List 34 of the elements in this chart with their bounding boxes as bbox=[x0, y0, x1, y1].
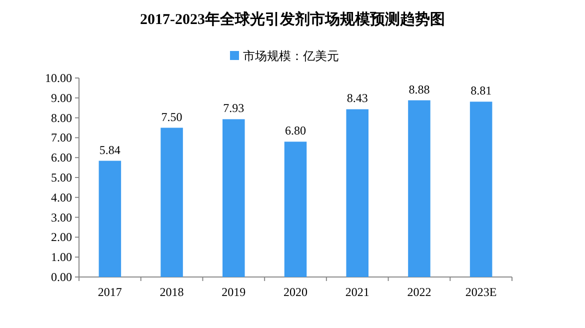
y-tick-label: 2.00 bbox=[51, 230, 72, 244]
x-tick-label: 2023E bbox=[465, 285, 497, 299]
y-tick-label: 4.00 bbox=[51, 190, 72, 204]
y-tick-label: 10.00 bbox=[45, 71, 72, 85]
bar bbox=[470, 102, 492, 277]
y-tick-label: 7.00 bbox=[51, 130, 72, 145]
bar bbox=[408, 100, 430, 277]
chart-title: 2017-2023年全球光引发剂市场规模预测趋势图 bbox=[140, 10, 445, 28]
bar bbox=[98, 160, 122, 277]
x-tick-label: 2018 bbox=[160, 285, 184, 299]
y-tick-label: 0.00 bbox=[51, 270, 72, 284]
data-label: 7.93 bbox=[223, 101, 244, 116]
data-label: 5.84 bbox=[99, 142, 120, 157]
y-tick-label: 6.00 bbox=[51, 150, 72, 165]
bar bbox=[346, 109, 368, 277]
data-label: 7.50 bbox=[161, 110, 182, 124]
x-tick-label: 2022 bbox=[407, 285, 432, 299]
data-label: 8.43 bbox=[346, 91, 368, 106]
bar bbox=[284, 142, 307, 277]
y-tick-label: 9.00 bbox=[51, 90, 72, 105]
data-label: 8.88 bbox=[408, 82, 430, 96]
data-label: 6.80 bbox=[285, 124, 306, 138]
y-tick-label: 1.00 bbox=[51, 250, 72, 264]
y-tick-label: 3.00 bbox=[51, 210, 72, 224]
x-tick-label: 2020 bbox=[284, 285, 308, 299]
x-tick-label: 2017 bbox=[98, 285, 122, 299]
x-tick-label: 2019 bbox=[222, 285, 246, 299]
legend: 市场规模：亿美元 bbox=[230, 49, 339, 63]
y-tick-label: 8.00 bbox=[51, 110, 72, 125]
y-tick-label: 5.00 bbox=[51, 170, 72, 184]
bar bbox=[222, 119, 245, 277]
data-label: 8.81 bbox=[470, 84, 492, 98]
bar bbox=[160, 128, 183, 277]
x-tick-label: 2021 bbox=[345, 285, 370, 299]
